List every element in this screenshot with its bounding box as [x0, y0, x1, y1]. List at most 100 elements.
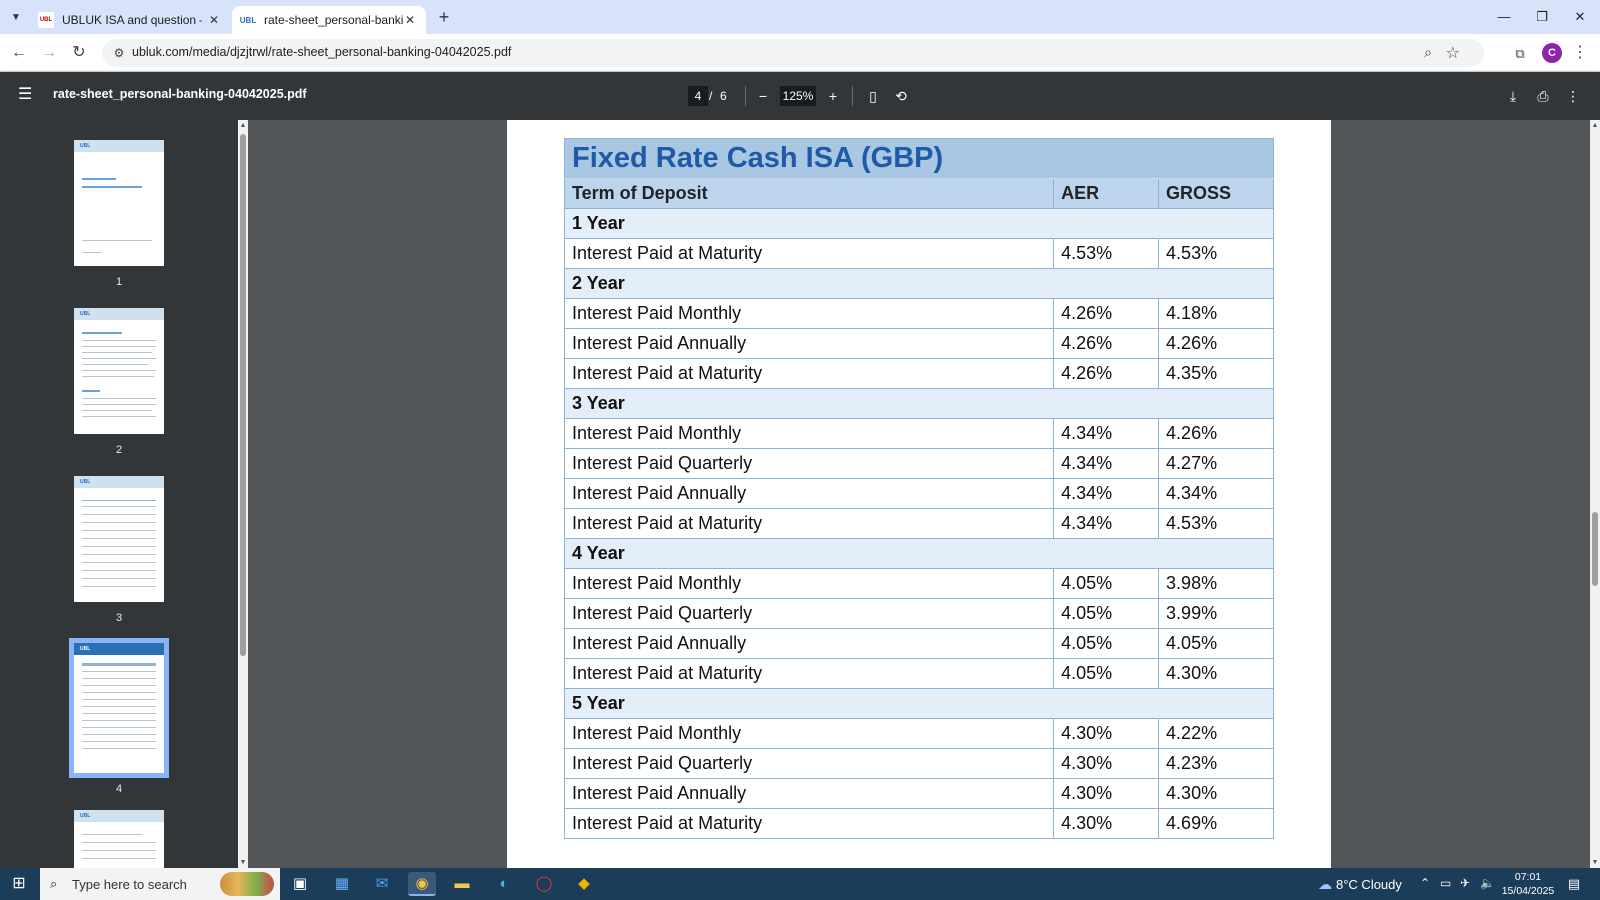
tune-icon[interactable]: ⚙: [113, 46, 125, 60]
zoom-in-button[interactable]: +: [822, 85, 844, 107]
reload-button[interactable]: ↻: [68, 42, 90, 64]
row-label: Interest Paid Quarterly: [563, 748, 1055, 779]
gross-value: 4.53%: [1158, 508, 1274, 539]
avatar[interactable]: C: [1542, 43, 1562, 63]
thumbnail-text-line: [82, 410, 152, 411]
thumbnail-text-line: [82, 671, 156, 672]
scroll-down-icon[interactable]: ▼: [239, 859, 247, 866]
rate-table: Fixed Rate Cash ISA (GBP) Term of Deposi…: [563, 138, 1274, 839]
url-text[interactable]: ubluk.com/media/djzjtrwl/rate-sheet_pers…: [132, 45, 512, 59]
sidebar-scrollbar[interactable]: ▲ ▼: [238, 120, 248, 868]
thumbnail-header: [74, 140, 164, 152]
close-icon: ✕: [1574, 9, 1586, 24]
thumbnail-logo: UBL: [80, 813, 91, 819]
fit-page-button[interactable]: ▯: [862, 85, 884, 107]
minimize-button[interactable]: —: [1486, 6, 1522, 28]
aer-value: 4.34%: [1053, 448, 1160, 479]
aer-value: 4.05%: [1053, 658, 1160, 689]
thumbnail-page-4[interactable]: UBL 4: [69, 638, 169, 795]
thumbnail-text-line: [82, 390, 100, 392]
table-body: 1 Year Interest Paid at Maturity 4.53% 4.53…: [563, 208, 1274, 839]
thumbnail-text-line: [82, 376, 154, 377]
zoom-input[interactable]: 125%: [780, 86, 816, 106]
thumbnail-text-line: [82, 663, 156, 666]
back-button[interactable]: ←: [8, 42, 30, 64]
gross-value: 4.53%: [1158, 238, 1274, 269]
zoom-icon[interactable]: ⌕: [1424, 44, 1432, 60]
gross-value: 4.34%: [1158, 478, 1274, 509]
close-icon[interactable]: ✕: [208, 13, 220, 27]
task-view-icon[interactable]: ▣: [292, 875, 308, 892]
battery-icon[interactable]: ▭: [1440, 876, 1452, 890]
thumbnail-logo: UBL: [80, 311, 91, 317]
row-label: Interest Paid at Maturity: [563, 658, 1055, 689]
opera-icon[interactable]: ◯: [535, 875, 553, 892]
taskbar: ⊞ ⌕ Type here to search ▣ ▦ ✉ ◉ ▬ ◐ ◯ ◆ …: [0, 868, 1600, 900]
chevron-up-icon[interactable]: ⌃: [1420, 876, 1431, 890]
store-icon[interactable]: ▦: [334, 875, 350, 892]
hamburger-icon[interactable]: ☰: [18, 86, 33, 103]
rotate-button[interactable]: ⟲: [890, 85, 912, 107]
thumbnail-text-line: [82, 713, 156, 714]
close-window-button[interactable]: ✕: [1562, 6, 1598, 28]
scrollbar-thumb[interactable]: [240, 134, 246, 656]
edge-icon[interactable]: ◐: [499, 875, 509, 892]
app-icon[interactable]: ◆: [578, 875, 590, 892]
forward-button[interactable]: →: [38, 42, 60, 64]
row-label: Interest Paid Monthly: [563, 568, 1055, 599]
thumbnail-image: UBL: [74, 476, 164, 602]
outlook-icon[interactable]: ✉: [375, 875, 389, 892]
scroll-down-icon[interactable]: ▼: [1591, 859, 1599, 866]
thumbnail-number: 3: [115, 612, 123, 624]
taskbar-search[interactable]: ⌕ Type here to search: [40, 868, 280, 900]
scrollbar-thumb[interactable]: [1592, 512, 1598, 586]
gross-value: 4.30%: [1158, 778, 1274, 809]
file-explorer-icon[interactable]: ▬: [454, 875, 470, 892]
clock-date: 15/04/2025: [1501, 885, 1555, 897]
volume-icon[interactable]: 🔈: [1480, 876, 1495, 890]
address-bar[interactable]: ⚙ ubluk.com/media/djzjtrwl/rate-sheet_pe…: [102, 39, 1484, 67]
page-total: 6: [720, 89, 727, 103]
thumbnail-page-5[interactable]: UBL: [74, 810, 164, 868]
star-icon[interactable]: ☆: [1445, 45, 1460, 62]
browser-tab-2-active[interactable]: UBL rate-sheet_personal-banking-0 ✕: [232, 6, 426, 34]
zoom-out-button[interactable]: −: [752, 85, 774, 107]
thumbnail-image: UBL: [74, 308, 164, 434]
windows-start-icon[interactable]: ⊞: [12, 875, 26, 892]
gross-value: 4.30%: [1158, 658, 1274, 689]
chrome-icon[interactable]: ◉: [408, 872, 436, 896]
thumbnail-page-1[interactable]: UBL 1: [74, 140, 164, 288]
tab-search-button[interactable]: ▼: [6, 8, 26, 26]
download-button[interactable]: ⤓: [1502, 85, 1524, 107]
extensions-icon[interactable]: ⧉: [1515, 46, 1525, 61]
new-tab-button[interactable]: +: [434, 7, 454, 27]
weather-widget[interactable]: ☁ 8°C Cloudy: [1318, 876, 1402, 893]
scroll-up-icon[interactable]: ▲: [239, 122, 247, 129]
more-vert-icon[interactable]: ⋮: [1572, 44, 1588, 61]
close-icon[interactable]: ✕: [404, 13, 416, 27]
more-vert-icon[interactable]: ⋮: [1566, 88, 1580, 104]
thumbnail-text-line: [82, 352, 152, 353]
thumbnail-text-line: [82, 404, 156, 405]
restore-button[interactable]: ❐: [1524, 6, 1560, 28]
clock[interactable]: 07:01 15/04/2025: [1500, 870, 1556, 898]
minus-icon: −: [758, 88, 768, 104]
print-button[interactable]: ⎙: [1532, 85, 1554, 107]
thumbnail-text-line: [82, 252, 102, 253]
thumbnail-page-3[interactable]: UBL 3: [74, 476, 164, 624]
table-row: Interest Paid Annually 4.34% 4.34%: [563, 478, 1274, 509]
document-scrollbar[interactable]: ▲ ▼: [1590, 120, 1600, 868]
pdf-page: Fixed Rate Cash ISA (GBP) Term of Deposi…: [507, 120, 1331, 868]
table-title-row: Fixed Rate Cash ISA (GBP): [564, 138, 1274, 179]
notification-icon[interactable]: ▤: [1567, 876, 1581, 891]
thumbnail-page-2[interactable]: UBL 2: [74, 308, 164, 456]
page-number-input[interactable]: 4: [688, 86, 708, 106]
term-label: 5 Year: [564, 688, 1274, 719]
network-icon[interactable]: ✈: [1460, 876, 1471, 890]
browser-tab-1[interactable]: UBL UBLUK ISA and question — Mo ✕: [30, 6, 230, 34]
table-row: Interest Paid at Maturity 4.05% 4.30%: [563, 658, 1274, 689]
scroll-up-icon[interactable]: ▲: [1591, 122, 1599, 129]
thumbnail-text-line: [82, 842, 156, 843]
thumbnail-text-line: [82, 748, 156, 749]
row-label: Interest Paid at Maturity: [563, 238, 1055, 269]
